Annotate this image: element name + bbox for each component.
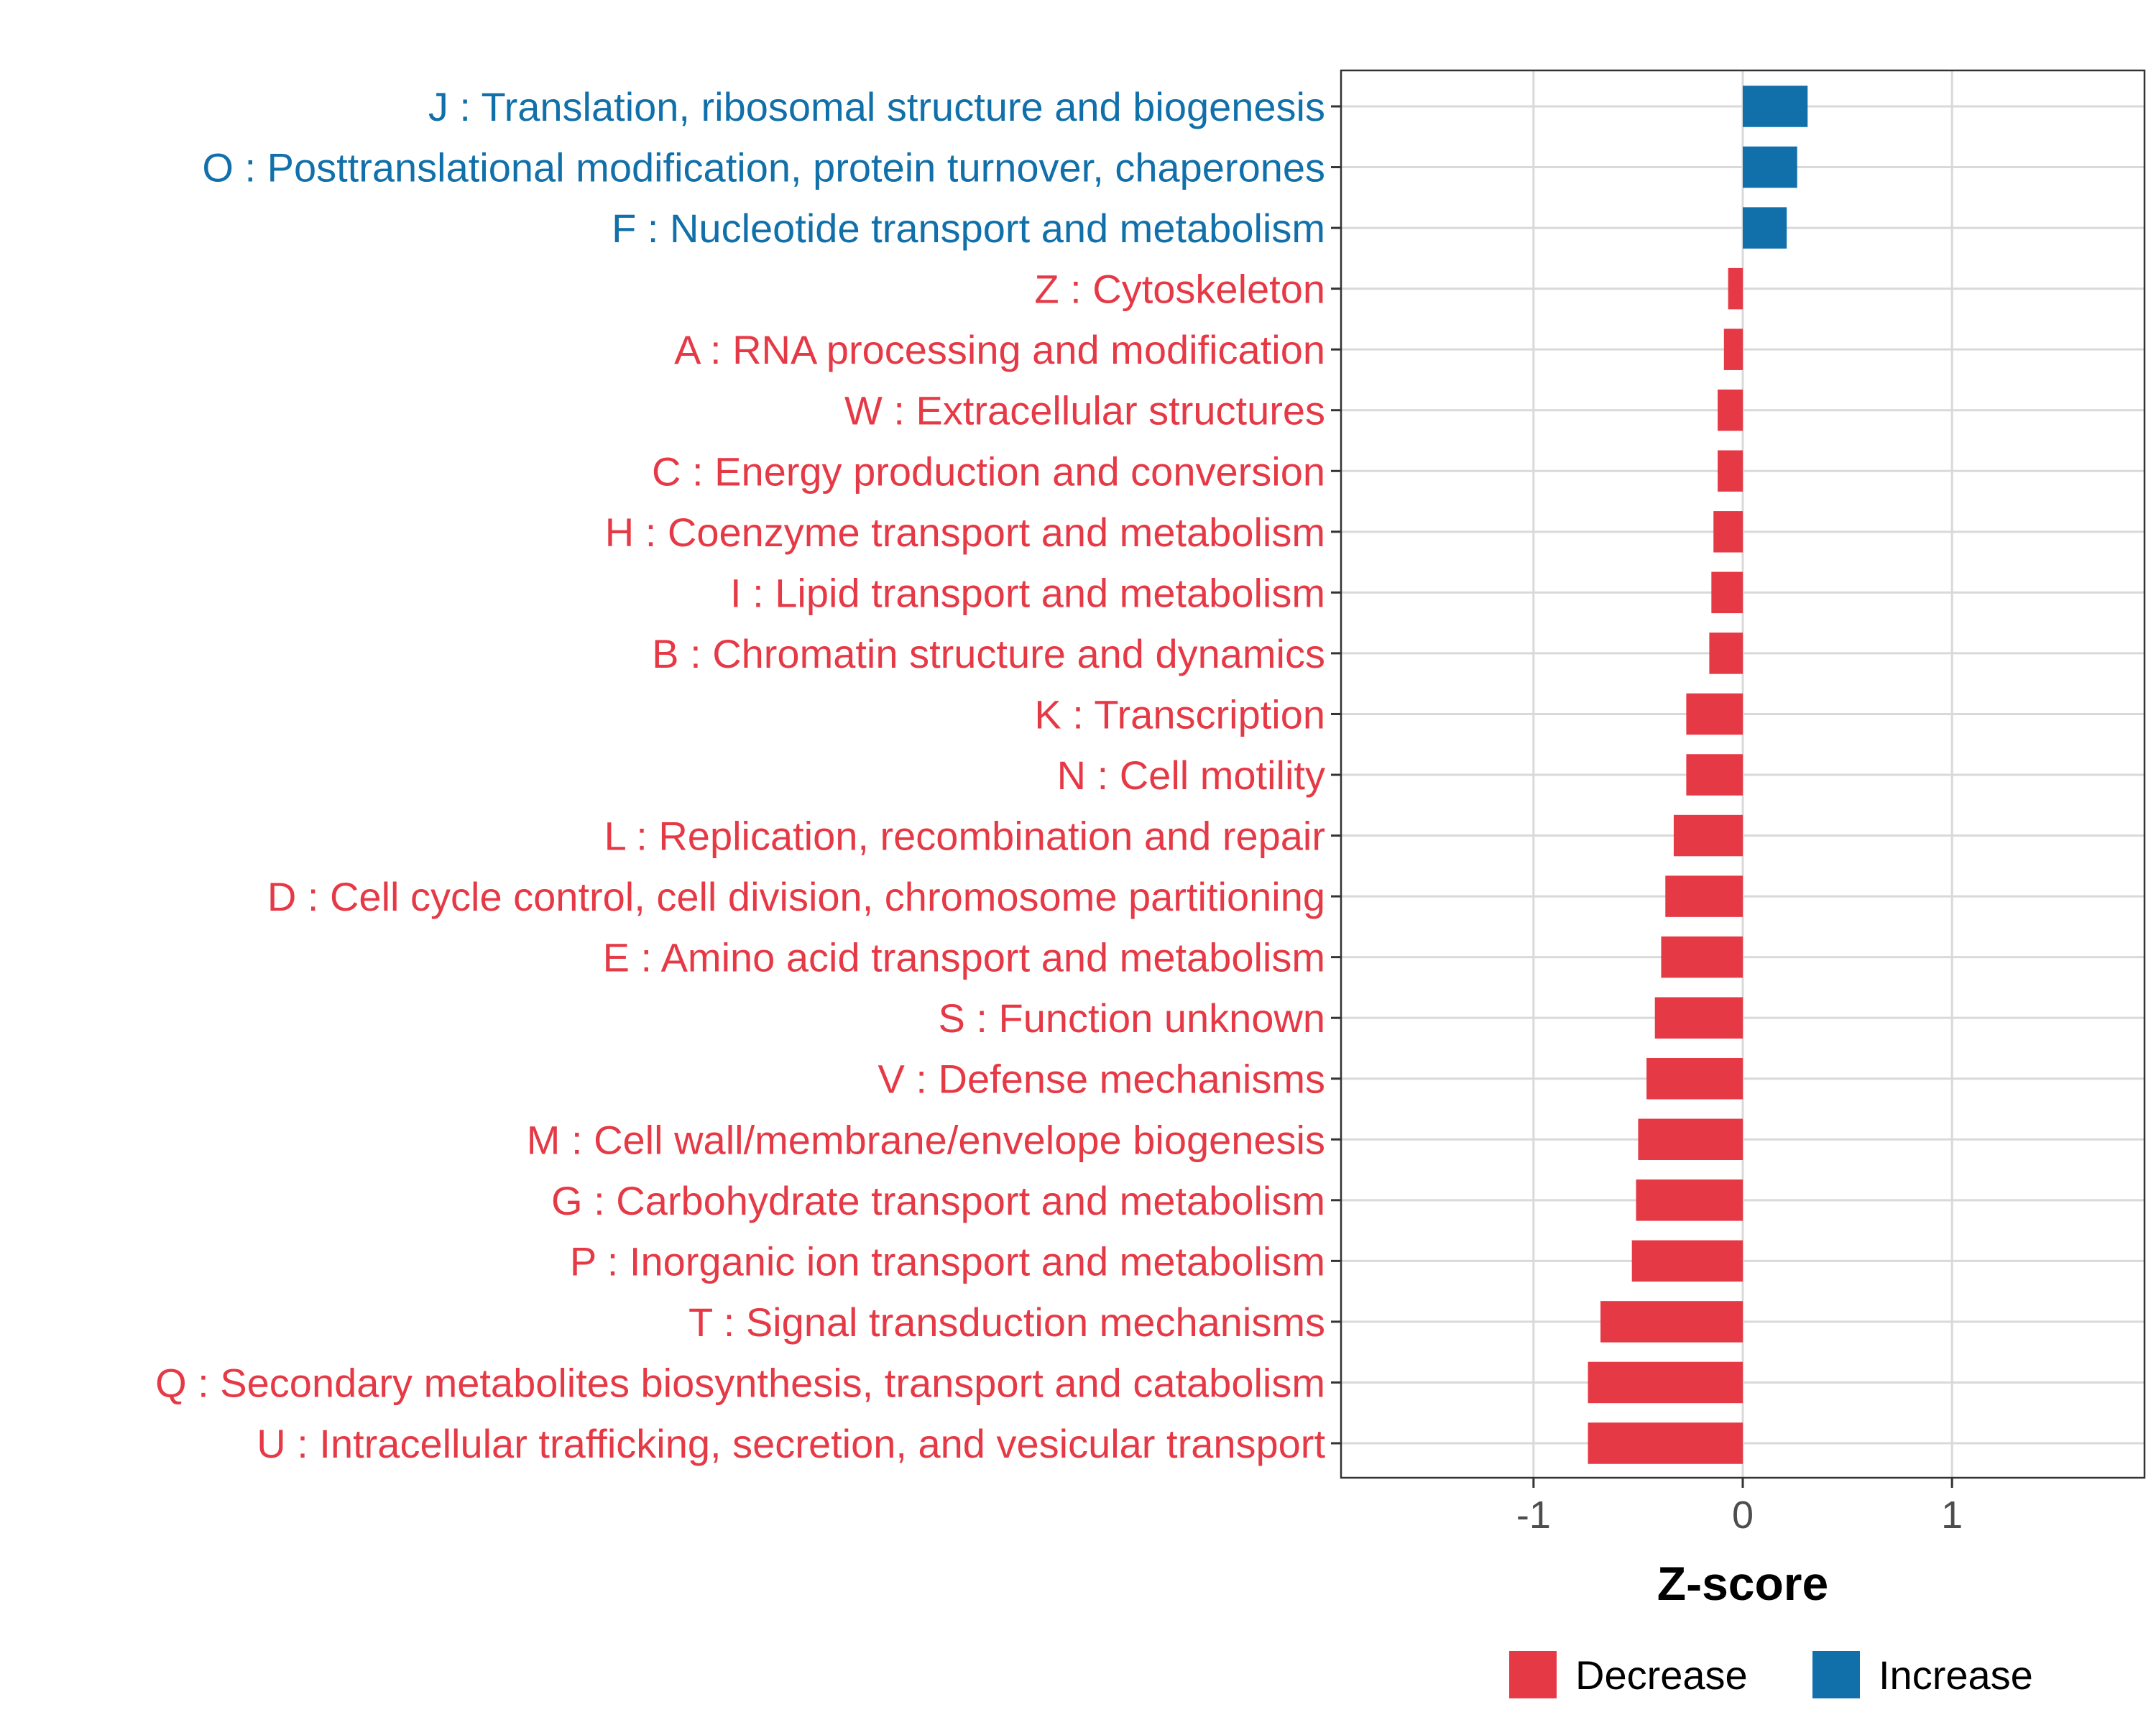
bar <box>1588 1361 1743 1404</box>
category-label: D : Cell cycle control, cell division, c… <box>267 874 1325 919</box>
legend-swatch-increase <box>1812 1651 1860 1698</box>
category-label: C : Energy production and conversion <box>652 448 1325 494</box>
bar <box>1665 875 1743 917</box>
category-label: J : Translation, ribosomal structure and… <box>428 84 1325 129</box>
bar <box>1743 207 1787 249</box>
category-label: Z : Cytoskeleton <box>1034 267 1325 312</box>
category-label: M : Cell wall/membrane/envelope biogenes… <box>527 1117 1325 1162</box>
bar <box>1638 1118 1743 1161</box>
bar <box>1709 632 1743 674</box>
bar <box>1743 86 1808 127</box>
legend-swatch-decrease <box>1509 1651 1557 1698</box>
bar <box>1686 754 1743 796</box>
bar <box>1743 146 1797 188</box>
category-label: N : Cell motility <box>1057 753 1325 798</box>
bar <box>1661 936 1743 978</box>
legend-label-increase: Increase <box>1879 1652 2033 1698</box>
category-label: T : Signal transduction mechanisms <box>688 1300 1325 1345</box>
category-labels: J : Translation, ribosomal structure and… <box>155 84 1341 1466</box>
category-label: W : Extracellular structures <box>844 388 1325 433</box>
bar <box>1711 571 1743 614</box>
category-label: H : Coenzyme transport and metabolism <box>605 510 1325 555</box>
bar <box>1600 1301 1743 1343</box>
x-axis: -1 0 1 <box>1516 1478 1963 1537</box>
category-label: U : Intracellular trafficking, secretion… <box>257 1421 1325 1466</box>
category-label: S : Function unknown <box>938 995 1325 1041</box>
x-tick-label: 1 <box>1941 1494 1963 1537</box>
bar <box>1673 814 1743 857</box>
legend: Decrease Increase <box>1509 1651 2033 1698</box>
category-label: Q : Secondary metabolites biosynthesis, … <box>155 1360 1325 1405</box>
bar <box>1588 1422 1743 1464</box>
bar <box>1646 1057 1743 1100</box>
legend-label-decrease: Decrease <box>1575 1652 1748 1698</box>
x-tick-label: 0 <box>1732 1494 1754 1537</box>
category-label: L : Replication, recombination and repai… <box>604 814 1325 859</box>
bar <box>1713 511 1743 553</box>
bar <box>1728 267 1743 310</box>
category-label: A : RNA processing and modification <box>674 327 1325 372</box>
x-tick-label: -1 <box>1516 1494 1551 1537</box>
bar <box>1723 328 1743 370</box>
bar <box>1654 997 1743 1039</box>
bar <box>1636 1179 1743 1221</box>
category-label: B : Chromatin structure and dynamics <box>652 631 1325 676</box>
x-axis-title: Z-score <box>1657 1557 1828 1610</box>
category-label: G : Carbohydrate transport and metabolis… <box>551 1178 1325 1223</box>
category-label: F : Nucleotide transport and metabolism <box>612 206 1325 251</box>
category-label: P : Inorganic ion transport and metaboli… <box>570 1238 1325 1284</box>
category-label: K : Transcription <box>1034 691 1325 737</box>
category-label: I : Lipid transport and metabolism <box>730 570 1325 615</box>
bar <box>1718 450 1743 492</box>
bar <box>1686 693 1743 735</box>
bars <box>1588 86 1808 1464</box>
bar <box>1718 389 1743 431</box>
bar <box>1631 1240 1743 1282</box>
category-label: V : Defense mechanisms <box>878 1057 1325 1102</box>
category-label: E : Amino acid transport and metabolism <box>603 935 1325 980</box>
category-label: O : Posttranslational modification, prot… <box>202 145 1325 190</box>
